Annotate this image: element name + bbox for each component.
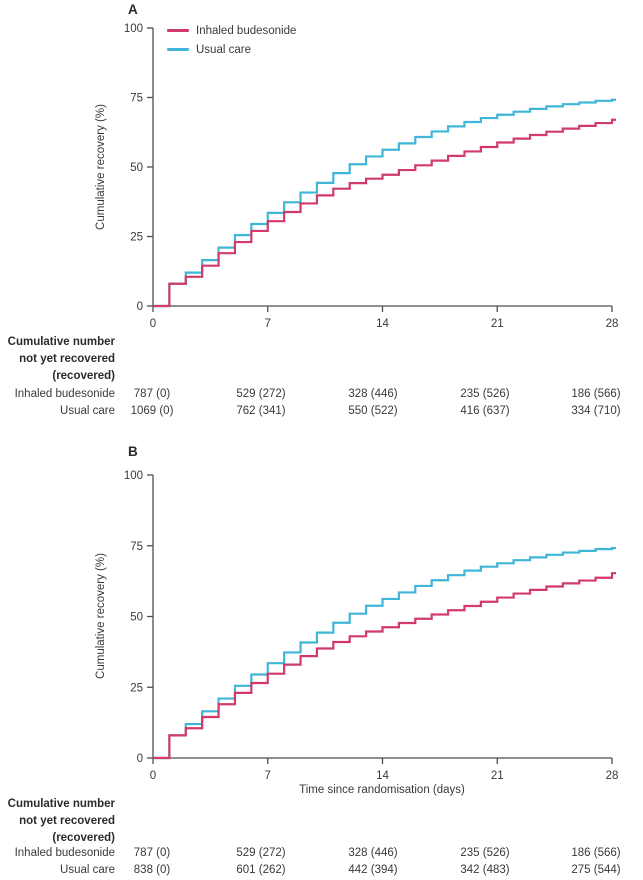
risk-table-value: 529 (272) xyxy=(236,388,286,400)
risk-table-value: 787 (0) xyxy=(133,388,171,400)
y-tick-label: 50 xyxy=(130,612,143,624)
risk-table-value: 235 (526) xyxy=(460,847,510,859)
x-tick-label: 21 xyxy=(491,318,504,330)
risk-table-value: 442 (394) xyxy=(348,864,398,876)
risk-table-value: 328 (446) xyxy=(348,388,398,400)
risk-table-b-header-line1: Cumulative number xyxy=(7,798,115,810)
y-tick-label: 75 xyxy=(130,541,143,553)
legend-label-usual-care: Usual care xyxy=(196,43,251,56)
risk-table-value: 787 (0) xyxy=(133,847,171,859)
curve-inhaled-budesonide-panel-b xyxy=(153,572,616,760)
risk-table-value: 416 (637) xyxy=(460,405,510,417)
risk-table-a-header-line1: Cumulative number xyxy=(7,336,115,348)
risk-table-a-header-line2: not yet recovered xyxy=(19,353,115,365)
risk-table-a-header-line3: (recovered) xyxy=(52,370,115,382)
x-tick-label: 14 xyxy=(376,770,389,782)
risk-table-value: 762 (341) xyxy=(236,405,286,417)
risk-table-value: 235 (526) xyxy=(460,388,510,400)
curve-inhaled-budesonide-panel-a xyxy=(153,118,616,308)
x-axis-title-b: Time since randomisation (days) xyxy=(299,784,465,796)
risk-table-value: 529 (272) xyxy=(236,847,286,859)
risk-table-a-row-label-usual-care: Usual care xyxy=(60,405,115,417)
risk-table-value: 275 (544) xyxy=(571,864,621,876)
y-tick-label: 25 xyxy=(130,682,143,694)
risk-table-b-header-line2: not yet recovered xyxy=(19,815,115,827)
risk-table-b-row-label-usual-care: Usual care xyxy=(60,864,115,876)
y-axis-title-a: Cumulative recovery (%) xyxy=(95,104,107,230)
budesonide-line-swatch xyxy=(167,29,189,32)
risk-table-value: 334 (710) xyxy=(571,405,621,417)
x-tick-label: 28 xyxy=(606,318,619,330)
x-tick-label: 0 xyxy=(150,318,156,330)
x-tick-label: 7 xyxy=(265,770,271,782)
risk-table-a-row-label-budesonide: Inhaled budesonide xyxy=(14,388,115,400)
y-tick-label: 100 xyxy=(124,23,143,35)
panel-b-label: B xyxy=(128,444,138,459)
risk-table-value: 601 (262) xyxy=(236,864,286,876)
x-tick-label: 7 xyxy=(265,318,271,330)
panel-a-label: A xyxy=(128,2,138,17)
legend-item-usual-care: Usual care xyxy=(167,40,296,59)
risk-table-value: 550 (522) xyxy=(348,405,398,417)
y-tick-label: 0 xyxy=(137,753,143,765)
x-tick-label: 28 xyxy=(606,770,619,782)
y-tick-label: 25 xyxy=(130,232,143,244)
usual-care-line-swatch xyxy=(167,48,189,51)
y-tick-label: 50 xyxy=(130,162,143,174)
x-tick-label: 14 xyxy=(376,318,389,330)
risk-table-value: 342 (483) xyxy=(460,864,510,876)
risk-table-value: 1069 (0) xyxy=(130,405,174,417)
y-tick-label: 0 xyxy=(137,301,143,313)
y-axis-title-b: Cumulative recovery (%) xyxy=(95,553,107,679)
y-tick-label: 100 xyxy=(124,470,143,482)
legend-item-budesonide: Inhaled budesonide xyxy=(167,21,296,40)
risk-table-b-header-line3: (recovered) xyxy=(52,832,115,844)
x-tick-label: 0 xyxy=(150,770,156,782)
risk-table-value: 186 (566) xyxy=(571,388,621,400)
risk-table-value: 328 (446) xyxy=(348,847,398,859)
risk-table-value: 186 (566) xyxy=(571,847,621,859)
legend: Inhaled budesonide Usual care xyxy=(167,21,296,59)
y-tick-label: 75 xyxy=(130,93,143,105)
risk-table-value: 838 (0) xyxy=(133,864,171,876)
curve-usual-care-panel-b xyxy=(153,546,616,760)
x-tick-label: 21 xyxy=(491,770,504,782)
risk-table-b-row-label-budesonide: Inhaled budesonide xyxy=(14,847,115,859)
legend-label-budesonide: Inhaled budesonide xyxy=(196,24,297,37)
